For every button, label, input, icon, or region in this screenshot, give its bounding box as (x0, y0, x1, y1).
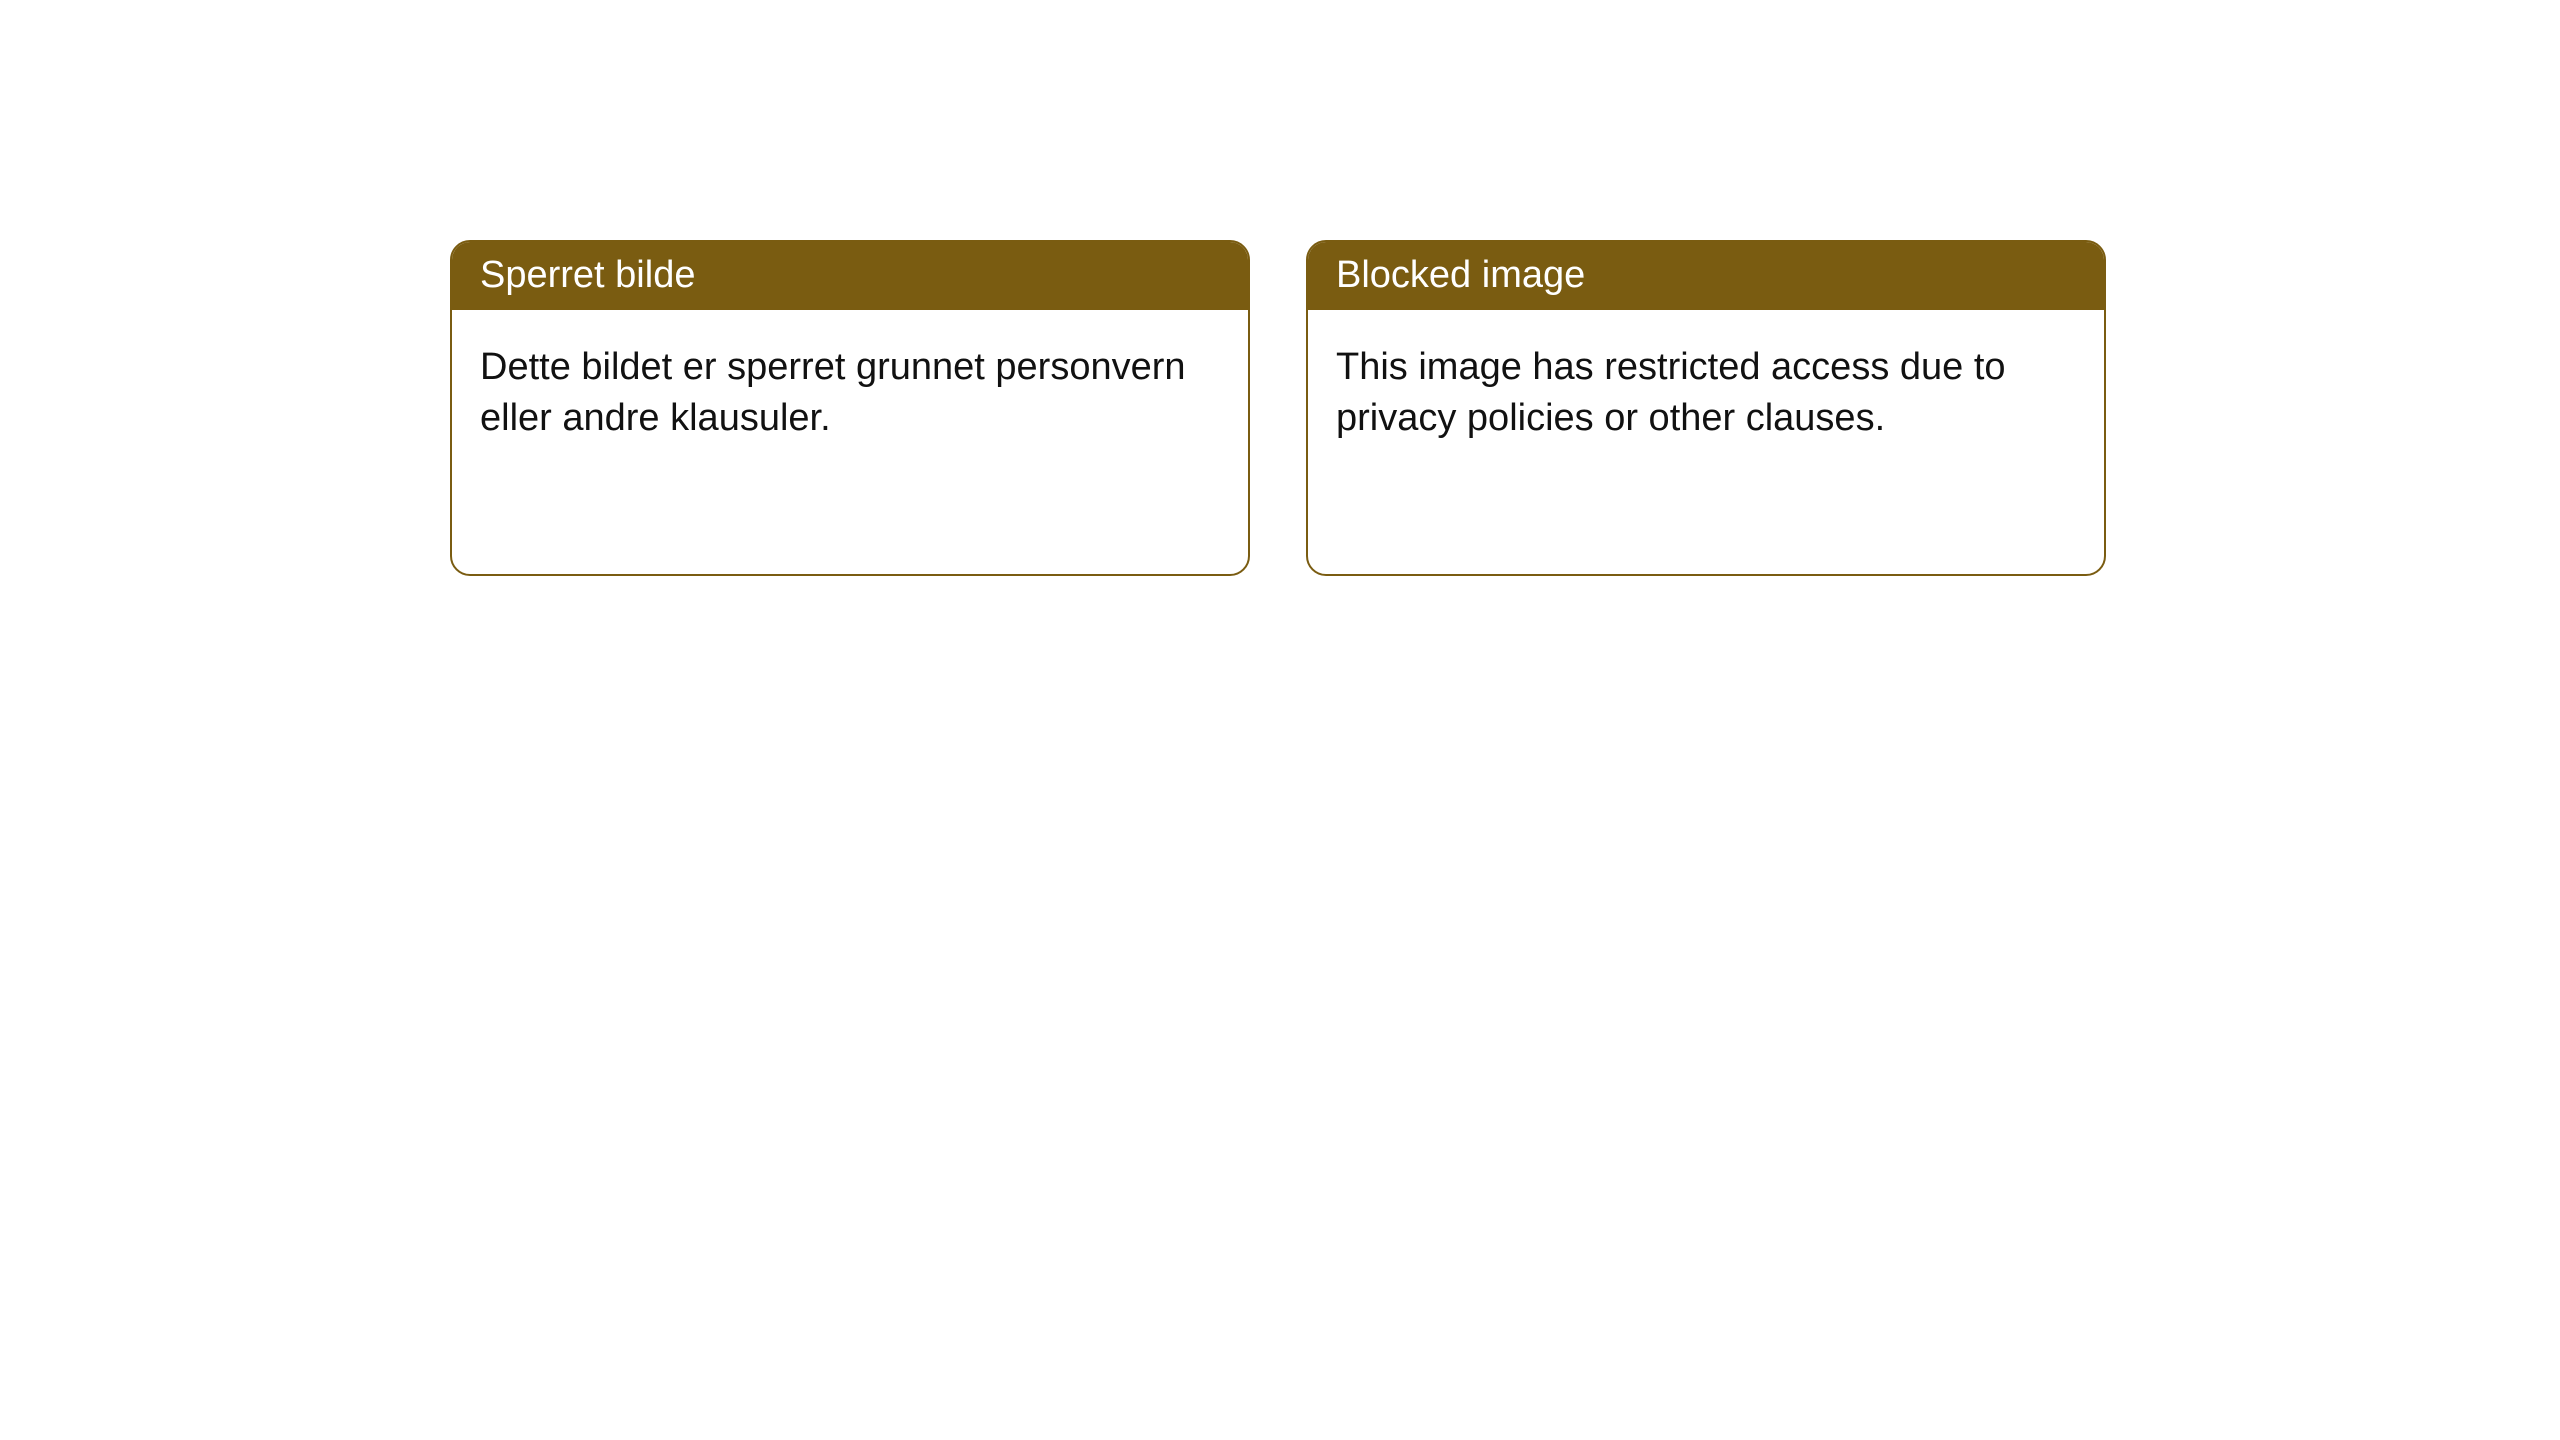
card-body-en: This image has restricted access due to … (1308, 310, 2104, 477)
card-title-en: Blocked image (1336, 254, 1585, 296)
blocked-image-card-en: Blocked image This image has restricted … (1306, 240, 2106, 576)
notice-container: Sperret bilde Dette bildet er sperret gr… (0, 0, 2560, 576)
card-header-en: Blocked image (1308, 242, 2104, 310)
card-message-en: This image has restricted access due to … (1336, 346, 2006, 439)
card-header-no: Sperret bilde (452, 242, 1248, 310)
card-title-no: Sperret bilde (480, 254, 695, 296)
card-body-no: Dette bildet er sperret grunnet personve… (452, 310, 1248, 477)
card-message-no: Dette bildet er sperret grunnet personve… (480, 346, 1186, 439)
blocked-image-card-no: Sperret bilde Dette bildet er sperret gr… (450, 240, 1250, 576)
